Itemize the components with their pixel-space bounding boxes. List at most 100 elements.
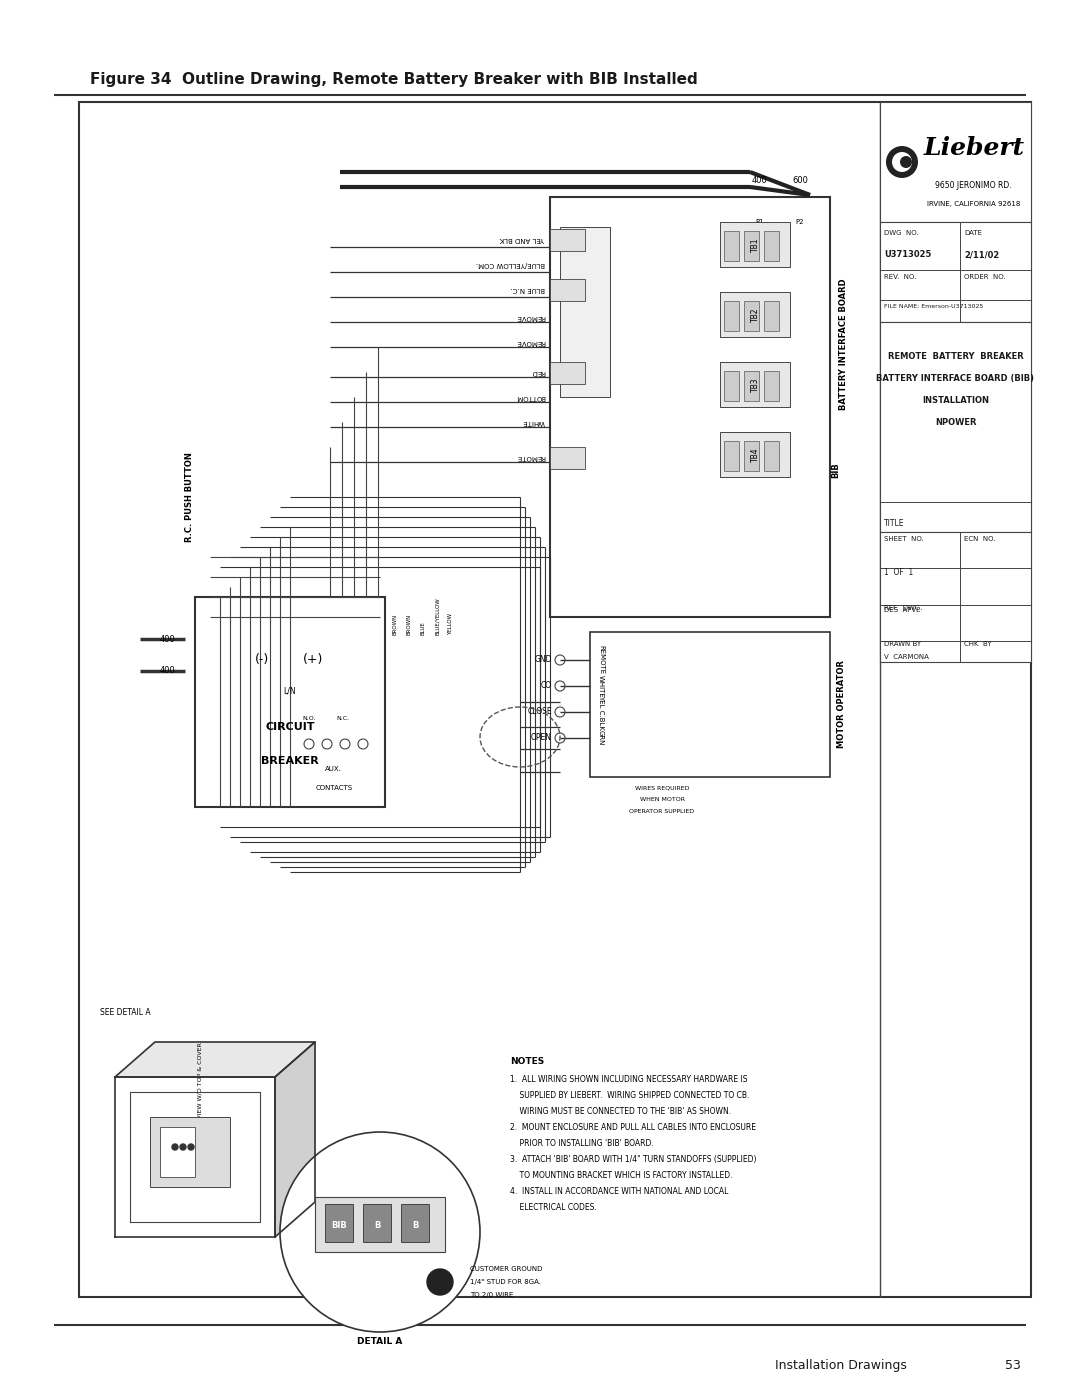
Text: BLUE N.C.: BLUE N.C. xyxy=(511,286,545,292)
Text: GRN: GRN xyxy=(598,731,604,746)
Bar xyxy=(764,372,779,401)
Text: REMOVE: REMOVE xyxy=(515,339,545,345)
Text: WHITE: WHITE xyxy=(598,675,604,697)
Text: BIB: BIB xyxy=(832,462,840,478)
Text: N.O.: N.O. xyxy=(302,717,315,721)
Text: B: B xyxy=(374,1221,380,1229)
Polygon shape xyxy=(114,1042,315,1077)
Text: DWG  NO.: DWG NO. xyxy=(885,231,919,236)
Text: TB3: TB3 xyxy=(562,455,572,461)
Bar xyxy=(880,222,1031,321)
Text: R.C. PUSH BUTTON: R.C. PUSH BUTTON xyxy=(186,453,194,542)
Text: BREAKER: BREAKER xyxy=(261,756,319,766)
Text: MOTOR OPERATOR: MOTOR OPERATOR xyxy=(837,661,847,749)
Text: BROWN: BROWN xyxy=(392,613,397,634)
Text: NOTES: NOTES xyxy=(510,1058,544,1066)
Circle shape xyxy=(427,1268,453,1295)
Text: BLUE/YELLOW COM.: BLUE/YELLOW COM. xyxy=(476,261,545,267)
Text: INSTALLATION: INSTALLATION xyxy=(922,395,989,405)
Bar xyxy=(764,441,779,471)
Text: REMOTE  BATTERY  BREAKER: REMOTE BATTERY BREAKER xyxy=(888,352,1024,360)
Text: 400: 400 xyxy=(752,176,768,184)
Bar xyxy=(150,1118,230,1187)
Text: REMOTE: REMOTE xyxy=(516,454,545,460)
Text: WHITE: WHITE xyxy=(523,419,545,425)
Bar xyxy=(720,362,789,407)
Text: BATTERY INTERFACE BOARD (BIB): BATTERY INTERFACE BOARD (BIB) xyxy=(877,374,1035,383)
Text: TB1: TB1 xyxy=(562,288,572,292)
Text: TB2: TB2 xyxy=(751,307,759,323)
Text: P2: P2 xyxy=(796,219,805,225)
Bar xyxy=(561,226,610,397)
Text: WIRING MUST BE CONNECTED TO THE 'BIB' AS SHOWN.: WIRING MUST BE CONNECTED TO THE 'BIB' AS… xyxy=(510,1106,731,1116)
Text: 1/4" STUD FOR 8GA.: 1/4" STUD FOR 8GA. xyxy=(470,1280,541,1285)
Text: SUPPLIED BY LIEBERT.  WIRING SHIPPED CONNECTED TO CB.: SUPPLIED BY LIEBERT. WIRING SHIPPED CONN… xyxy=(510,1091,750,1099)
Polygon shape xyxy=(114,1077,275,1236)
Text: 3.  ATTACH 'BIB' BOARD WITH 1/4" TURN STANDOFFS (SUPPLIED): 3. ATTACH 'BIB' BOARD WITH 1/4" TURN STA… xyxy=(510,1155,756,1164)
Bar xyxy=(880,102,1031,222)
Text: CONTACTS: CONTACTS xyxy=(315,785,352,791)
Text: AUX.: AUX. xyxy=(325,766,342,773)
Text: 400: 400 xyxy=(159,634,175,644)
Bar xyxy=(720,292,789,337)
Text: 2.  MOUNT ENCLOSURE AND PULL ALL CABLES INTO ENCLOSURE: 2. MOUNT ENCLOSURE AND PULL ALL CABLES I… xyxy=(510,1123,756,1132)
Bar xyxy=(195,597,384,807)
Text: CIRCUIT: CIRCUIT xyxy=(266,722,314,732)
Text: CUSTOMER GROUND: CUSTOMER GROUND xyxy=(470,1266,542,1273)
Text: N.C.: N.C. xyxy=(337,717,350,721)
Text: TB3: TB3 xyxy=(751,377,759,393)
Text: BLUE: BLUE xyxy=(420,622,426,634)
Bar xyxy=(724,441,739,471)
Text: FILE NAME: Emerson-U3713025: FILE NAME: Emerson-U3713025 xyxy=(885,305,983,309)
Text: Liebert: Liebert xyxy=(923,136,1024,159)
Text: U3713025: U3713025 xyxy=(885,250,931,258)
Text: B: B xyxy=(411,1221,418,1229)
Text: WIRES REQUIRED: WIRES REQUIRED xyxy=(635,785,689,789)
Text: REMOVE: REMOVE xyxy=(515,314,545,320)
Bar xyxy=(764,231,779,261)
Text: 1.  ALL WIRING SHOWN INCLUDING NECESSARY HARDWARE IS: 1. ALL WIRING SHOWN INCLUDING NECESSARY … xyxy=(510,1076,747,1084)
Text: BATTERY INTERFACE BOARD: BATTERY INTERFACE BOARD xyxy=(839,278,849,409)
Text: 400: 400 xyxy=(159,666,175,675)
Text: (-): (-) xyxy=(255,654,269,666)
Text: OPERATOR SUPPLIED: OPERATOR SUPPLIED xyxy=(630,809,694,814)
Text: CO: CO xyxy=(541,682,552,690)
Text: DETAIL A: DETAIL A xyxy=(357,1337,403,1345)
Text: REMOTE: REMOTE xyxy=(598,645,604,675)
Text: 2/11/02: 2/11/02 xyxy=(964,250,999,258)
Text: YEL AND BLK: YEL AND BLK xyxy=(500,236,545,242)
Text: BROWN: BROWN xyxy=(406,613,411,634)
Text: SHEET  NO.: SHEET NO. xyxy=(885,536,923,542)
Text: TB1: TB1 xyxy=(751,237,759,253)
Circle shape xyxy=(892,152,912,172)
Text: (+): (+) xyxy=(302,654,323,666)
Text: 9650 JERONIMO RD.: 9650 JERONIMO RD. xyxy=(935,182,1012,190)
Text: BIB: BIB xyxy=(332,1221,347,1229)
Text: CLOSE: CLOSE xyxy=(527,707,552,717)
Text: OPEN: OPEN xyxy=(531,733,552,742)
Bar xyxy=(550,197,831,617)
Text: YELLOW: YELLOW xyxy=(448,613,454,634)
Text: RED: RED xyxy=(530,369,545,374)
Bar xyxy=(880,532,1031,662)
Text: BOTTOM: BOTTOM xyxy=(515,394,545,400)
Circle shape xyxy=(172,1144,178,1150)
Bar xyxy=(744,231,759,261)
Text: L/N: L/N xyxy=(284,687,296,696)
Text: ORDER  NO.: ORDER NO. xyxy=(964,274,1005,279)
Bar xyxy=(315,1197,445,1252)
Text: WHEN MOTOR: WHEN MOTOR xyxy=(639,798,685,802)
Text: TB5: TB5 xyxy=(582,295,588,309)
Text: IRVINE, CALIFORNIA 92618: IRVINE, CALIFORNIA 92618 xyxy=(927,201,1021,207)
Text: REF.  DWG.: REF. DWG. xyxy=(885,605,922,610)
Bar xyxy=(744,372,759,401)
Text: REV.  NO.: REV. NO. xyxy=(885,274,916,279)
Bar xyxy=(79,102,1031,1296)
Bar xyxy=(590,631,831,777)
Text: 1  OF  1: 1 OF 1 xyxy=(885,569,914,577)
Circle shape xyxy=(188,1144,194,1150)
Circle shape xyxy=(900,156,912,168)
Bar xyxy=(744,441,759,471)
Bar xyxy=(325,1204,353,1242)
Bar xyxy=(550,447,585,469)
